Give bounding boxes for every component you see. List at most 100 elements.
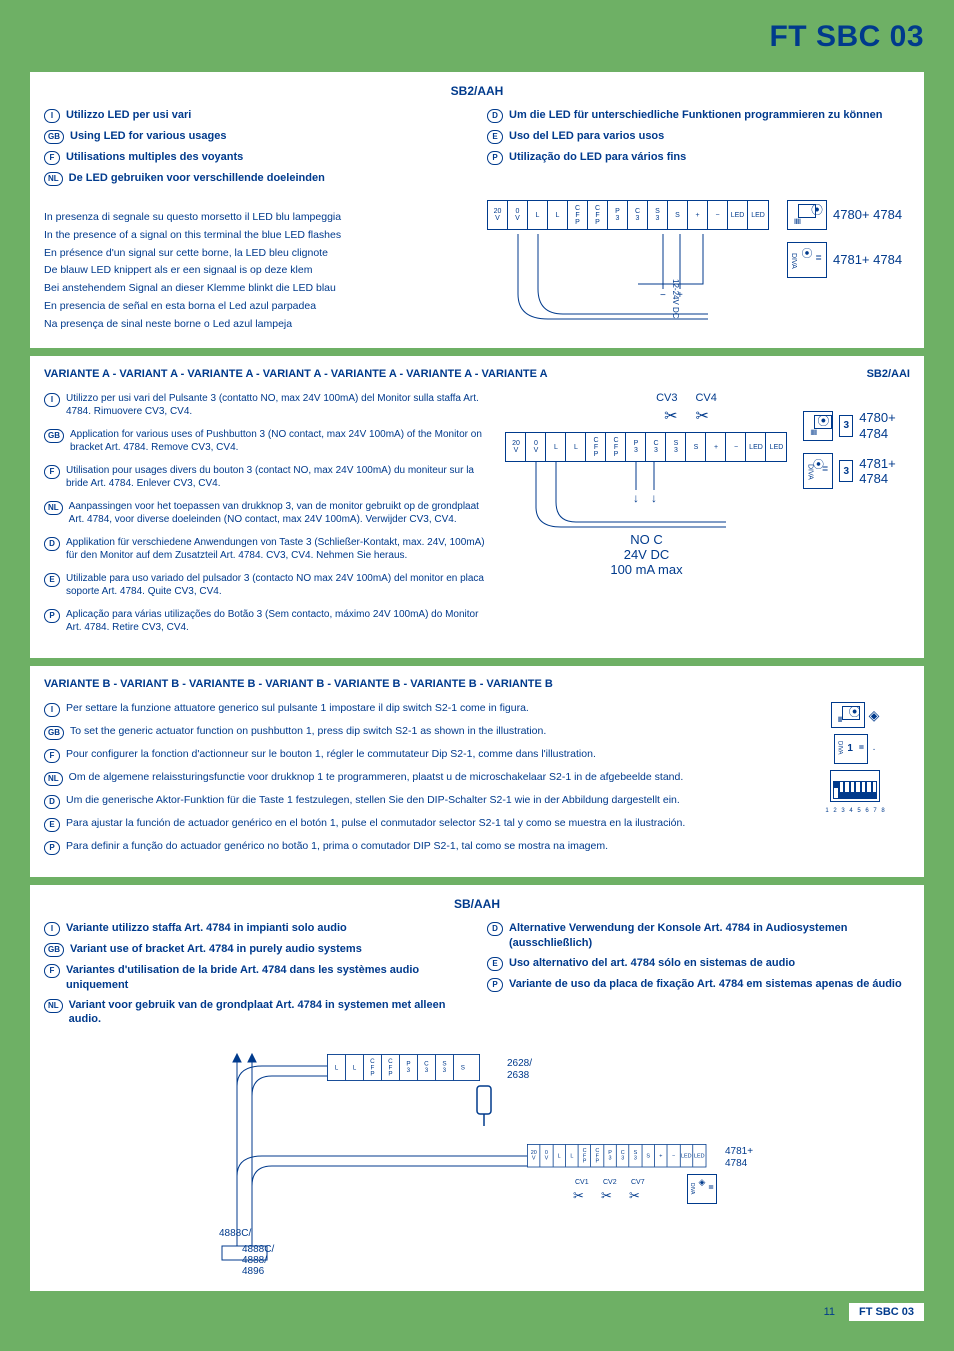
va-p: Aplicação para várias utilizações do Bot… [66,608,487,634]
vb-p: Para definir a função do actuador genéri… [66,840,608,854]
terminal: C3 [628,201,648,229]
svg-text:+: + [677,290,683,301]
va-mod-top: 4780+ 4784 [859,410,910,441]
s4-title-p: Variante de uso da placa de fixação Art.… [509,977,902,991]
terminal: S3 [648,201,668,229]
terminal: + [706,433,726,461]
terminal: L [553,1145,566,1167]
s4-wiring-svg: LLCFPCFPP3C3S3S 2628/ 2638 20V0VLLCFPCFP… [177,1046,777,1266]
footer-page: 11 [824,1306,835,1318]
svg-text:CV1: CV1 [575,1179,589,1186]
vb-f: Pour configurer la fonction d'actionneur… [66,748,596,762]
s1-desc-6: Na presença de sinal neste borne o Led a… [44,317,467,333]
terminal: − [726,433,746,461]
s1-mod-top: 4780+ 4784 [833,207,902,223]
terminal: CFP [568,201,588,229]
va-btn3-top: 3 [839,415,853,437]
va-btn3-bot: 3 [839,460,853,482]
terminal: P3 [604,1145,617,1167]
s1-title-d: Um die LED für unterschiedliche Funktion… [509,108,882,122]
terminal: 0V [508,201,528,229]
terminal: − [708,201,728,229]
dip-switch [872,781,878,799]
vb-module-icon: ⫴⫴ [831,702,865,728]
va-i: Utilizzo per usi vari del Pulsante 3 (co… [66,392,487,418]
s4-title-nl: Variant voor gebruik van de grondplaat A… [69,998,467,1027]
terminal: L [566,433,586,461]
s4-right-art: 4781+ [725,1146,753,1157]
va-cv3-label: CV3 [656,392,677,404]
vb-d: Um die generische Aktor-Funktion für die… [66,794,680,808]
terminal: C3 [646,433,666,461]
terminal: CFP [606,433,626,461]
s4-title-i: Variante utilizzo staffa Art. 4784 in im… [66,921,347,935]
cutters-icon: ✂✂ [664,406,709,426]
s1-title-i: Utilizzo LED per usi vari [66,108,191,122]
terminal: LED [680,1145,693,1167]
vb-dip-labels: 12345678 [824,808,886,814]
s1-descriptions: In presenza di segnale su questo morsett… [44,210,467,332]
svg-text:↓: ↓ [633,491,639,505]
va-text: IUtilizzo per usi vari del Pulsante 3 (c… [44,392,487,644]
module-icon-4780: ⫴⫴⫴ [787,200,827,230]
terminal: L [546,433,566,461]
terminal: + [688,201,708,229]
vb-header: VARIANTE B - VARIANT B - VARIANTE B - VA… [44,678,553,690]
va-v: 24V DC [624,547,670,562]
va-module-icon-top: ⫴⫴⫴ [803,411,833,441]
svg-text:−: − [660,290,666,301]
va-d: Applikation für verschiedene Anwendungen… [66,536,487,562]
s1-desc-0: In presenza di segnale su questo morsett… [44,210,467,226]
svg-text:✂: ✂ [629,1188,640,1203]
va-e: Utilizable para uso variado del pulsador… [66,572,487,598]
s4-title-f: Variantes d'utilisation de la bride Art.… [66,963,467,992]
svg-text:✂: ✂ [573,1188,584,1203]
footer-code: FT SBC 03 [849,1303,924,1321]
terminal: CFP [586,433,606,461]
terminal: P3 [400,1055,418,1080]
terminal: C3 [617,1145,630,1167]
terminal: C3 [418,1055,436,1080]
section1-header: SB2/AAH [44,84,910,98]
terminal: L [528,201,548,229]
va-nl: Aanpassingen voor het toepassen van druk… [69,500,488,526]
va-f: Utilisation pour usages divers du bouton… [66,464,487,490]
terminal: S [642,1145,655,1167]
panel-sb2-aah: SB2/AAH IUtilizzo LED per usi vari GBUsi… [30,72,924,348]
panel-variant-b: VARIANTE B - VARIANT B - VARIANTE B - VA… [30,666,924,877]
lang-p-badge: P [487,151,503,165]
terminal: CFP [591,1145,604,1167]
terminal: 20V [528,1145,541,1167]
va-header: VARIANTE A - VARIANT A - VARIANTE A - VA… [44,368,548,380]
s4-title-gb: Variant use of bracket Art. 4784 in pure… [70,942,362,956]
vb-module-bracket: DIVA ≣ 1 [834,734,868,764]
panel-variant-a: VARIANTE A - VARIANT A - VARIANTE A - VA… [30,356,924,658]
s1-mod-bot: 4781+ 4784 [833,252,902,268]
va-terminal-strip: 20V0VLLCFPCFPP3C3S3S+−LEDLED [505,432,787,462]
terminal: S3 [436,1055,454,1080]
terminal: L [566,1145,579,1167]
s4-title-e: Uso alternativo del art. 4784 sólo en si… [509,956,795,970]
section4-header: SB/AAH [44,897,910,911]
s4-bottom-art: 4888C/ [219,1228,251,1239]
lang-gb-badge: GB [44,130,64,144]
va-code: SB2/AAI [867,368,910,380]
svg-text:✂: ✂ [601,1188,612,1203]
terminal: LED [746,433,766,461]
s1-wiring-svg: 12-24V DC − + [508,234,748,324]
terminal: S [668,201,688,229]
terminal: LED [693,1145,706,1167]
va-ma: 100 mA max [610,562,682,577]
va-module-bracket: ⦿ DIVA ≣ [803,453,833,489]
page-footer: 11 FT SBC 03 [30,1303,924,1321]
s1-title-gb: Using LED for various usages [70,129,226,143]
svg-text:2638: 2638 [507,1070,530,1081]
s4-title-d: Alternative Verwendung der Konsole Art. … [509,921,910,950]
s1-desc-2: En présence d'un signal sur cette borne,… [44,246,467,262]
svg-text:↓: ↓ [651,491,657,505]
terminal: 0V [526,433,546,461]
s1-terminal-strip: 20V0VLLCFPCFPP3C3S3S+−LEDLED [487,200,769,230]
terminal: LED [766,433,786,461]
terminal: 0V [540,1145,553,1167]
terminal: S3 [629,1145,642,1167]
